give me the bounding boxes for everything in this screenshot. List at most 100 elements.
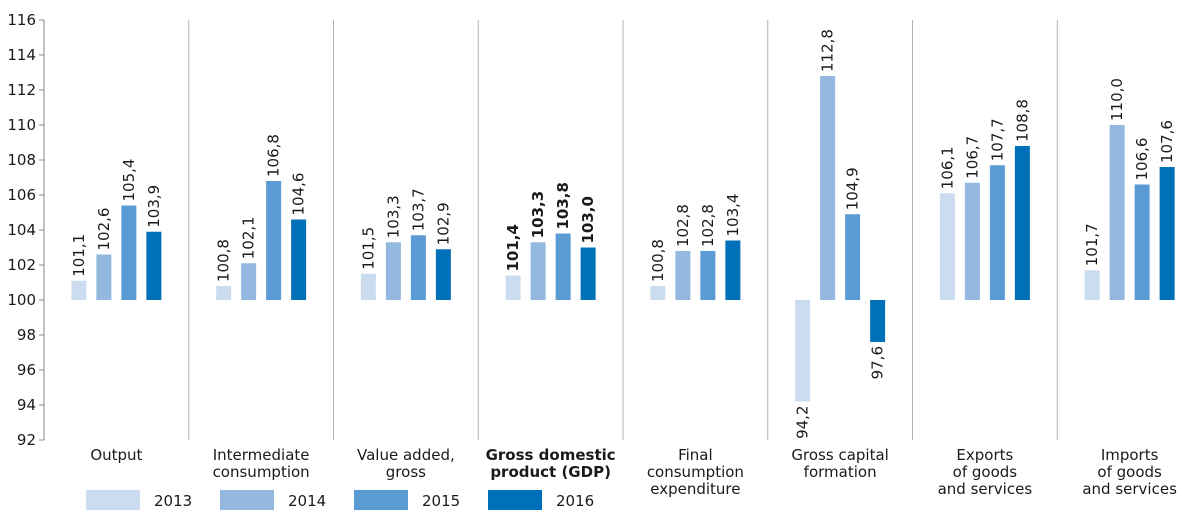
data-label: 107,6 <box>1158 120 1176 163</box>
bar-2016 <box>435 249 451 300</box>
data-label: 103,3 <box>384 195 402 238</box>
legend: 2013 2014 2015 2016 <box>86 490 594 510</box>
data-label: 104,6 <box>290 173 308 216</box>
legend-label-2014: 2014 <box>288 492 326 510</box>
data-label: 97,6 <box>869 346 887 379</box>
data-label: 103,7 <box>409 188 427 231</box>
bar-2013 <box>360 273 376 300</box>
data-label: 101,7 <box>1083 223 1101 266</box>
legend-label-2016: 2016 <box>556 492 594 510</box>
y-tick-label: 110 <box>7 116 36 134</box>
bar-2013 <box>71 280 87 300</box>
data-label: 106,1 <box>938 146 956 189</box>
bar-2014 <box>385 242 401 300</box>
y-tick-label: 96 <box>17 361 36 379</box>
category-label: Output <box>90 446 142 464</box>
legend-swatch-2014 <box>220 490 274 510</box>
category-labels: Output Intermediate consumption Value added… <box>90 446 1177 498</box>
bar-2014 <box>964 182 980 300</box>
y-tick-label: 108 <box>7 151 36 169</box>
data-label: 107,7 <box>988 118 1006 161</box>
data-labels: 101,1 102,6 105,4 103,9 100,8 102,1 106,8 104,6… <box>70 29 1176 439</box>
bar-2016 <box>870 300 886 342</box>
y-tick-label: 94 <box>17 396 36 414</box>
category-label: Exports of goods and services <box>938 446 1033 498</box>
bar-2015 <box>266 181 282 300</box>
bar-2016 <box>1159 167 1175 300</box>
data-label: 102,6 <box>95 208 113 251</box>
bars <box>71 76 1175 402</box>
legend-swatch-2016 <box>488 490 542 510</box>
y-tick-label: 104 <box>7 221 36 239</box>
legend-label-2013: 2013 <box>154 492 192 510</box>
data-label: 100,8 <box>649 239 667 282</box>
data-label: 101,5 <box>359 227 377 270</box>
bar-2015 <box>1134 184 1150 300</box>
bar-2016 <box>146 231 162 300</box>
y-tick-label: 100 <box>7 291 36 309</box>
legend-swatch-2013 <box>86 490 140 510</box>
data-label: 106,8 <box>265 134 283 177</box>
data-label: 100,8 <box>215 239 233 282</box>
y-tick-label: 92 <box>17 431 36 449</box>
data-label: 105,4 <box>120 159 138 202</box>
bar-2015 <box>700 251 716 300</box>
y-tick-label: 112 <box>7 81 36 99</box>
data-label: 108,8 <box>1013 99 1031 142</box>
data-label: 106,6 <box>1133 138 1151 181</box>
category-label: Intermediate consumption <box>213 446 310 481</box>
bar-2013 <box>1084 270 1100 300</box>
y-tick-label: 106 <box>7 186 36 204</box>
y-tick-label: 114 <box>7 46 36 64</box>
category-label: Imports of goods and services <box>1082 446 1177 498</box>
bar-2015 <box>555 233 571 300</box>
bar-2014 <box>530 242 546 300</box>
bar-2015 <box>845 214 861 300</box>
category-label: Final consumption expenditure <box>647 446 744 498</box>
data-label: 110,0 <box>1108 78 1126 121</box>
data-label: 102,1 <box>240 216 258 259</box>
bar-2016 <box>1014 146 1030 300</box>
bar-2016 <box>291 219 307 300</box>
bar-2014 <box>820 76 836 300</box>
bar-2014 <box>675 251 691 300</box>
data-label: 103,3 <box>529 191 547 238</box>
data-label: 102,8 <box>699 204 717 247</box>
bar-2014 <box>1109 125 1125 300</box>
y-tick-label: 116 <box>7 11 36 29</box>
y-tick-label: 102 <box>7 256 36 274</box>
bar-2013 <box>650 286 666 300</box>
bar-2013 <box>795 300 811 402</box>
bar-2013 <box>939 193 955 300</box>
category-label: Gross capital formation <box>791 446 888 481</box>
bar-2013 <box>216 286 232 300</box>
data-label: 103,4 <box>724 194 742 237</box>
legend-label-2015: 2015 <box>422 492 460 510</box>
data-label: 102,8 <box>674 204 692 247</box>
bar-2016 <box>580 247 596 300</box>
legend-swatch-2015 <box>354 490 408 510</box>
bar-2014 <box>241 263 257 300</box>
data-label: 103,8 <box>554 182 572 229</box>
data-label: 103,9 <box>145 185 163 228</box>
data-label: 101,1 <box>70 234 88 277</box>
category-label: Value added, gross <box>357 446 455 481</box>
data-label: 112,8 <box>819 29 837 72</box>
category-label: Gross domestic product (GDP) <box>486 446 616 481</box>
data-label: 104,9 <box>844 167 862 210</box>
bar-2015 <box>410 235 426 300</box>
data-label: 103,0 <box>579 196 597 243</box>
bar-2014 <box>96 254 112 300</box>
bar-2015 <box>989 165 1005 300</box>
y-axis: 92 94 96 98 100 102 104 106 108 110 112 114 116 <box>7 11 45 449</box>
bar-2015 <box>121 205 137 300</box>
data-label: 106,7 <box>963 136 981 179</box>
data-label: 102,9 <box>434 202 452 245</box>
category-separators <box>188 20 1058 440</box>
bar-2013 <box>505 275 521 300</box>
data-label: 101,4 <box>504 224 522 271</box>
y-tick-label: 98 <box>17 326 36 344</box>
data-label: 94,2 <box>794 406 812 439</box>
bar-2016 <box>725 240 741 300</box>
